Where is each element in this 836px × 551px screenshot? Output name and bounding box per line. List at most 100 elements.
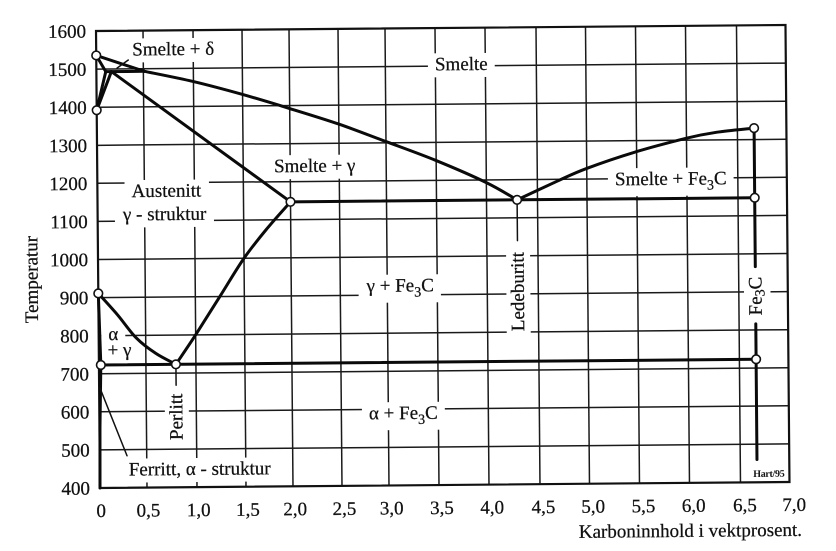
eutectic-point-marker xyxy=(512,194,523,205)
label-mask xyxy=(124,179,210,205)
label-mask xyxy=(125,37,222,63)
label-smelte-delta-text: Smelte + δ xyxy=(132,39,214,61)
horizontal-gridline xyxy=(99,443,790,451)
y-tick-label: 1400 xyxy=(49,98,87,119)
label-austenitt-text: Austenitt xyxy=(131,180,202,202)
x-tick-label: 5,0 xyxy=(581,497,605,518)
label-mask xyxy=(361,401,446,431)
label-gamma-struktur-background xyxy=(114,202,215,228)
label-alpha-fe3c: α + Fe3C xyxy=(369,403,438,429)
label-smelte-fe3c-background xyxy=(607,167,734,197)
y-tick-label: 600 xyxy=(61,402,90,423)
liquidus-cementite xyxy=(515,126,756,202)
label-mask xyxy=(164,385,190,448)
y-tick-label: 700 xyxy=(60,364,89,385)
horizontal-gridline xyxy=(96,100,787,108)
horizontal-gridline xyxy=(98,367,789,375)
acm-line xyxy=(174,200,293,366)
label-fe3c: Fe3C xyxy=(745,276,769,316)
label-austenitt: Austenitt xyxy=(131,180,202,202)
x-tick-label: 6,0 xyxy=(682,496,706,517)
y-tick-label: 1500 xyxy=(48,60,86,81)
label-mask xyxy=(114,202,215,228)
label-smelte-delta: Smelte + δ xyxy=(132,39,214,61)
label-smelte-fe3c: Smelte + Fe3C xyxy=(615,168,727,194)
x-tick-label: 3,0 xyxy=(380,498,404,519)
label-mask xyxy=(266,154,363,180)
label-smelte: Smelte xyxy=(435,54,488,76)
x-tick-label: 3,5 xyxy=(430,498,454,519)
x-tick-label: 1,0 xyxy=(187,500,211,521)
x-tick-label: 0 xyxy=(96,501,106,522)
x-tick-label: 4,0 xyxy=(480,497,504,518)
y-tick-label: 800 xyxy=(60,326,89,347)
label-mask xyxy=(743,269,771,323)
y-tick-label: 1600 xyxy=(48,22,86,43)
label-ledeburitt-background xyxy=(505,244,531,339)
x-tick-label: 6,5 xyxy=(733,495,757,516)
liquidus-delta xyxy=(94,53,146,73)
leader-ferritt xyxy=(99,387,128,457)
label-ledeburitt: Ledeburitt xyxy=(507,251,529,331)
eutectoid-line xyxy=(99,357,758,367)
label-ferritt: Ferritt, α - struktur xyxy=(129,458,272,480)
melting-point-pure-iron-marker xyxy=(91,50,102,61)
label-mask xyxy=(427,52,495,78)
x-axis-label: Karboninnhold i vektprosent. xyxy=(579,520,802,543)
label-gamma-fe3c: γ + Fe3C xyxy=(365,275,434,301)
label-smelte-text: Smelte xyxy=(435,54,488,75)
y-tick-label: 1000 xyxy=(50,250,88,271)
y-axis-label: Temperatur xyxy=(21,235,43,323)
label-fe3c-background xyxy=(743,269,771,323)
label-perlitt-background xyxy=(164,385,190,448)
label-fe3c-text: Fe3C xyxy=(745,277,769,316)
max-austenite-solubility-marker xyxy=(285,196,296,207)
y-tick-label: 1100 xyxy=(50,212,87,233)
label-ferritt-text: Ferritt, α - struktur xyxy=(129,458,272,480)
label-perlitt: Perlitt xyxy=(166,393,188,441)
x-axis-tick-labels: 0 0,5 1,0 1,5 2,0 2,5 3,0 3,5 4,0 4,5 5,0 5,5 6,0 6,5… xyxy=(96,495,806,522)
label-perlitt-text: Perlitt xyxy=(166,393,187,440)
label-mask xyxy=(121,457,279,483)
x-tick-label: 4,5 xyxy=(532,497,556,518)
cementite-eutectoid-marker xyxy=(751,354,762,365)
a3-line xyxy=(96,291,178,366)
label-alpha-fe3c-text: α + Fe3C xyxy=(369,403,438,429)
ferrite-solvus xyxy=(98,363,103,490)
label-mask xyxy=(100,338,139,364)
label-plus-gamma-background xyxy=(100,338,139,364)
label-smelte-fe3c-text: Smelte + Fe3C xyxy=(615,168,727,194)
y-tick-label: 400 xyxy=(61,479,90,500)
y-tick-label: 1300 xyxy=(49,136,87,157)
label-alpha-fe3c-background xyxy=(361,401,446,431)
label-plus-gamma-text: + γ xyxy=(107,340,131,361)
liquidus-austenite xyxy=(142,69,519,202)
plot-frame xyxy=(94,23,791,490)
label-smelte-gamma: Smelte + γ xyxy=(274,155,356,177)
solidus-austenite xyxy=(109,70,293,204)
x-tick-label: 1,5 xyxy=(236,500,260,521)
cementite-line-lower xyxy=(754,322,759,461)
y-tick-label: 900 xyxy=(60,288,89,309)
label-ferritt-background xyxy=(121,457,279,483)
label-backgrounds xyxy=(100,37,771,483)
eutectic-line xyxy=(289,196,757,204)
special-points xyxy=(91,50,762,371)
horizontal-gridline xyxy=(98,290,788,299)
label-austenitt-background xyxy=(124,179,210,205)
alpha-gamma-transition-marker xyxy=(93,288,104,299)
gamma-delta-transition-marker xyxy=(91,105,102,116)
label-alpha: α xyxy=(108,324,118,345)
label-alpha-text: α xyxy=(108,324,118,345)
credit-label: Hart/95 xyxy=(753,469,785,480)
x-tick-label: 2,5 xyxy=(333,499,357,520)
label-mask xyxy=(358,274,441,303)
horizontal-gridline xyxy=(98,328,789,337)
gamma-to-delta-gamma-boundary xyxy=(95,70,113,112)
label-gamma-fe3c-text: γ + Fe3C xyxy=(365,275,434,301)
label-smelte-background xyxy=(427,52,495,78)
max-ferrite-solubility-marker xyxy=(95,359,106,371)
x-tick-label: 2,0 xyxy=(283,499,307,520)
